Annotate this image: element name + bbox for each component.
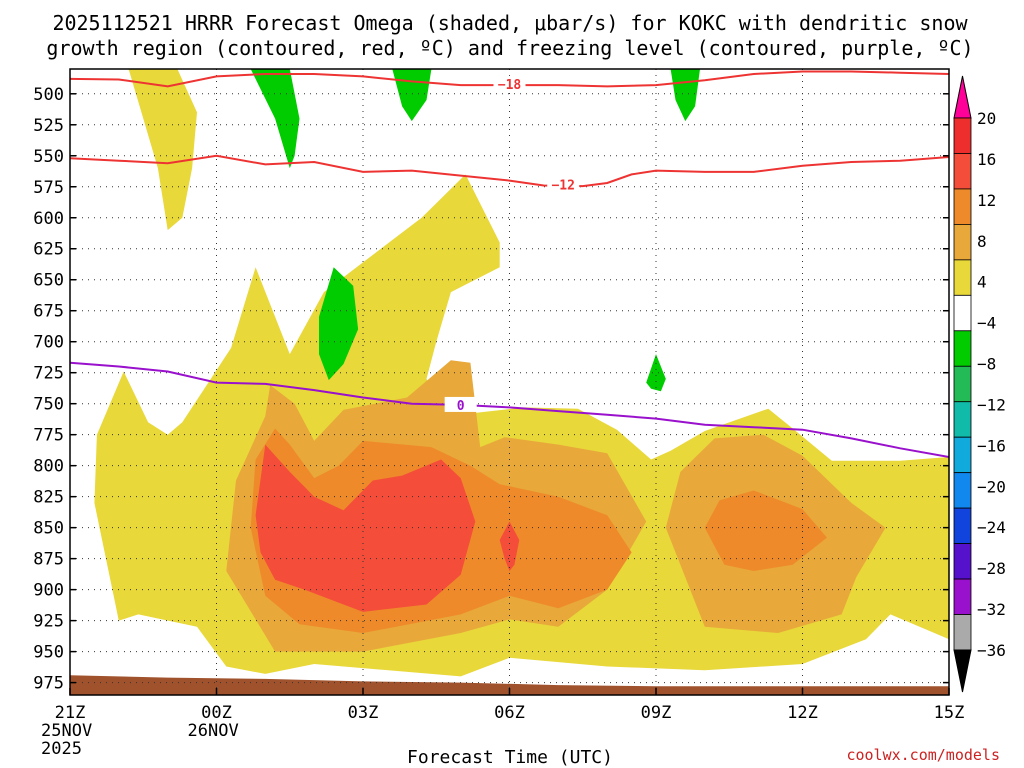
colorbar-tick-label: −12: [977, 395, 1006, 414]
colorbar-bottom-arrow: [953, 649, 972, 693]
omega-shaded-region: [255, 444, 476, 612]
omega-shaded-region: [392, 69, 432, 122]
y-tick-label: 725: [33, 364, 64, 384]
colorbar-band: [953, 614, 972, 651]
colorbar-tick-label: −8: [977, 355, 996, 374]
colorbar-band: [953, 259, 972, 296]
x-tick-label: 15Z: [934, 703, 965, 723]
colorbar-tick-label: −20: [977, 477, 1006, 496]
x-tick-label: 00Z: [201, 703, 232, 723]
colorbar-tick-label: −24: [977, 518, 1006, 537]
omega-shaded-region: [646, 354, 666, 392]
y-tick-label: 975: [33, 674, 64, 694]
y-tick-label: 575: [33, 178, 64, 198]
omega-shaded-region: [148, 453, 178, 565]
site-credit: coolwx.com/models: [846, 746, 1000, 764]
colorbar-band: [953, 117, 972, 154]
y-tick-label: 500: [33, 85, 64, 105]
x-tick-label: 03Z: [348, 703, 379, 723]
y-tick-label: 900: [33, 581, 64, 601]
colorbar-band: [953, 472, 972, 509]
colorbar-top-arrow: [953, 75, 972, 119]
omega-shaded-region: [319, 267, 359, 381]
colorbar-band: [953, 188, 972, 225]
chart-title-line1: 2025112521 HRRR Forecast Omega (shaded, …: [52, 11, 968, 35]
x-tick-label: 12Z: [787, 703, 818, 723]
contour-label: −18: [498, 78, 522, 93]
colorbar-tick-label: 4: [977, 273, 987, 292]
chart-title-line2: growth region (contoured, red, ºC) and f…: [46, 36, 973, 60]
y-tick-label: 850: [33, 519, 64, 539]
x-axis-label: Forecast Time (UTC): [407, 747, 613, 768]
plot-clip-group: −18 −12 0: [70, 69, 949, 695]
y-tick-label: 700: [33, 333, 64, 353]
y-tick-label: 800: [33, 457, 64, 477]
contour-label-background: [547, 176, 580, 192]
colorbar-tick-label: 8: [977, 232, 987, 251]
contour-label: −12: [551, 178, 574, 193]
colorbar-tick-label: −36: [977, 641, 1006, 660]
terrain-fill: [70, 675, 949, 695]
omega-shaded-region: [670, 69, 700, 122]
y-tick-label: 875: [33, 550, 64, 570]
x-tick-label: 21Z: [55, 703, 86, 723]
y-tick-label: 950: [33, 643, 64, 663]
y-tick-label: 925: [33, 612, 64, 632]
colorbar-band: [953, 543, 972, 580]
omega-shaded-region: [128, 69, 197, 231]
y-tick-label: 525: [33, 116, 64, 136]
omega-shaded-region: [704, 490, 827, 571]
contour-line: [70, 154, 949, 188]
x-tick-label: 09Z: [641, 703, 672, 723]
y-tick-label: 625: [33, 240, 64, 260]
x-tick-date: 25NOV: [41, 721, 92, 741]
colorbar-band: [953, 294, 972, 332]
x-tick-date: 26NOV: [188, 721, 239, 741]
colorbar-band: [953, 401, 972, 438]
colorbar-band: [953, 507, 972, 544]
colorbar-tick-label: 20: [977, 109, 996, 128]
x-tick-year: 2025: [41, 739, 82, 759]
plot-area: −18 −12 0: [70, 69, 949, 695]
contour-label: 0: [457, 399, 465, 414]
colorbar-tick-label: −32: [977, 600, 1006, 619]
omega-shaded-region: [250, 69, 300, 169]
y-tick-label: 775: [33, 426, 64, 446]
y-tick-label: 600: [33, 209, 64, 229]
colorbar-band: [953, 436, 972, 474]
colorbar-tick-label: −28: [977, 559, 1006, 578]
colorbar-band: [953, 365, 972, 403]
colorbar-band: [953, 330, 972, 367]
contour-label-background: [493, 75, 526, 91]
y-tick-label: 825: [33, 488, 64, 508]
colorbar-tick-label: −16: [977, 436, 1006, 455]
contour-line: [70, 361, 949, 458]
axes: 500 525 550 575 600 625 650 675 700 725 750 775 800 8…: [33, 68, 965, 759]
colorbar-tick-label: 16: [977, 150, 996, 169]
x-tick-label: 06Z: [494, 703, 525, 723]
colorbar-legend: 20 16 12 8 4 −4 −8 −12 −16 −20 −24 −28 −32 −36: [953, 75, 1006, 693]
colorbar-band: [953, 578, 972, 615]
y-tick-label: 750: [33, 395, 64, 415]
y-tick-label: 675: [33, 302, 64, 322]
y-tick-label: 550: [33, 147, 64, 167]
colorbar-tick-label: 12: [977, 191, 996, 210]
contour-label-background: [444, 396, 477, 412]
colorbar-band: [953, 153, 972, 190]
colorbar-band: [953, 223, 972, 261]
y-tick-label: 650: [33, 271, 64, 291]
colorbar-tick-label: −4: [977, 314, 996, 333]
